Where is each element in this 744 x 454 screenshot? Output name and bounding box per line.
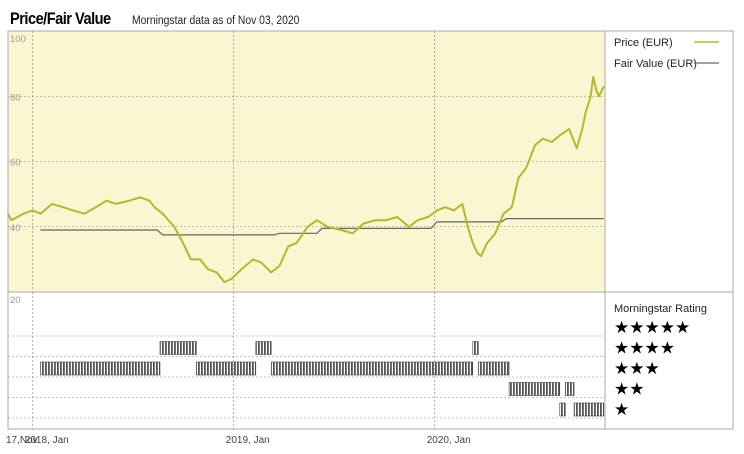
rating-star-legend: ★★★★★★★★★★★★★★★ (614, 318, 690, 419)
rating-bar (255, 341, 272, 355)
rating-bar (477, 361, 510, 376)
rating-y-tick-label: 20 (10, 295, 21, 306)
price-panel-border (7, 30, 606, 293)
rating-panel (7, 291, 606, 430)
price-y-axis: 40 60 80 100 (10, 34, 26, 234)
price-y-tick-label: 60 (10, 158, 21, 169)
rating-level-label: ★★ (614, 380, 644, 399)
rating-bar (472, 341, 479, 355)
legend-price-label: Price (EUR) (614, 37, 673, 49)
x-tick-label: 2018, Jan (25, 435, 69, 446)
x-start-label: 17,Nov (6, 435, 38, 446)
rating-bar (559, 402, 566, 417)
rating-legend-title: Morningstar Rating (614, 303, 707, 315)
rating-bar (508, 382, 561, 396)
x-gridlines (32, 31, 436, 292)
chart-subtitle: Morningstar data as of Nov 03, 2020 (132, 15, 300, 27)
rating-level-label: ★★★★★ (614, 318, 690, 337)
rating-bars (40, 341, 605, 417)
rating-gridlines (8, 335, 605, 419)
rating-bar (573, 402, 605, 417)
chart-header: Price/Fair Value (10, 9, 127, 31)
x-tick-label: 2020, Jan (427, 435, 471, 446)
chart-title: Price/Fair Value (10, 9, 111, 28)
legend-fair-value-label: Fair Value (EUR) (614, 58, 697, 70)
price-y-tick-label: 40 (10, 223, 21, 234)
rating-bar (196, 361, 257, 376)
rating-bar (564, 382, 575, 396)
rating-bar (270, 361, 474, 376)
price-y-tick-label: 80 (10, 92, 21, 103)
fair-value-series-line (40, 218, 604, 236)
price-legend-panel (604, 30, 734, 293)
x-tick-label: 2019, Jan (226, 435, 270, 446)
x-gridlines-bottom (32, 292, 436, 429)
rating-level-label: ★ (614, 400, 629, 419)
rating-legend-panel (604, 291, 734, 430)
price-gridlines (8, 95, 605, 228)
rating-bar (159, 341, 197, 355)
rating-level-label: ★★★★ (614, 339, 675, 358)
rating-bar (40, 361, 161, 376)
price-series-line (7, 75, 605, 284)
rating-level-label: ★★★ (614, 359, 660, 378)
price-y-tick-label: 100 (10, 34, 26, 45)
